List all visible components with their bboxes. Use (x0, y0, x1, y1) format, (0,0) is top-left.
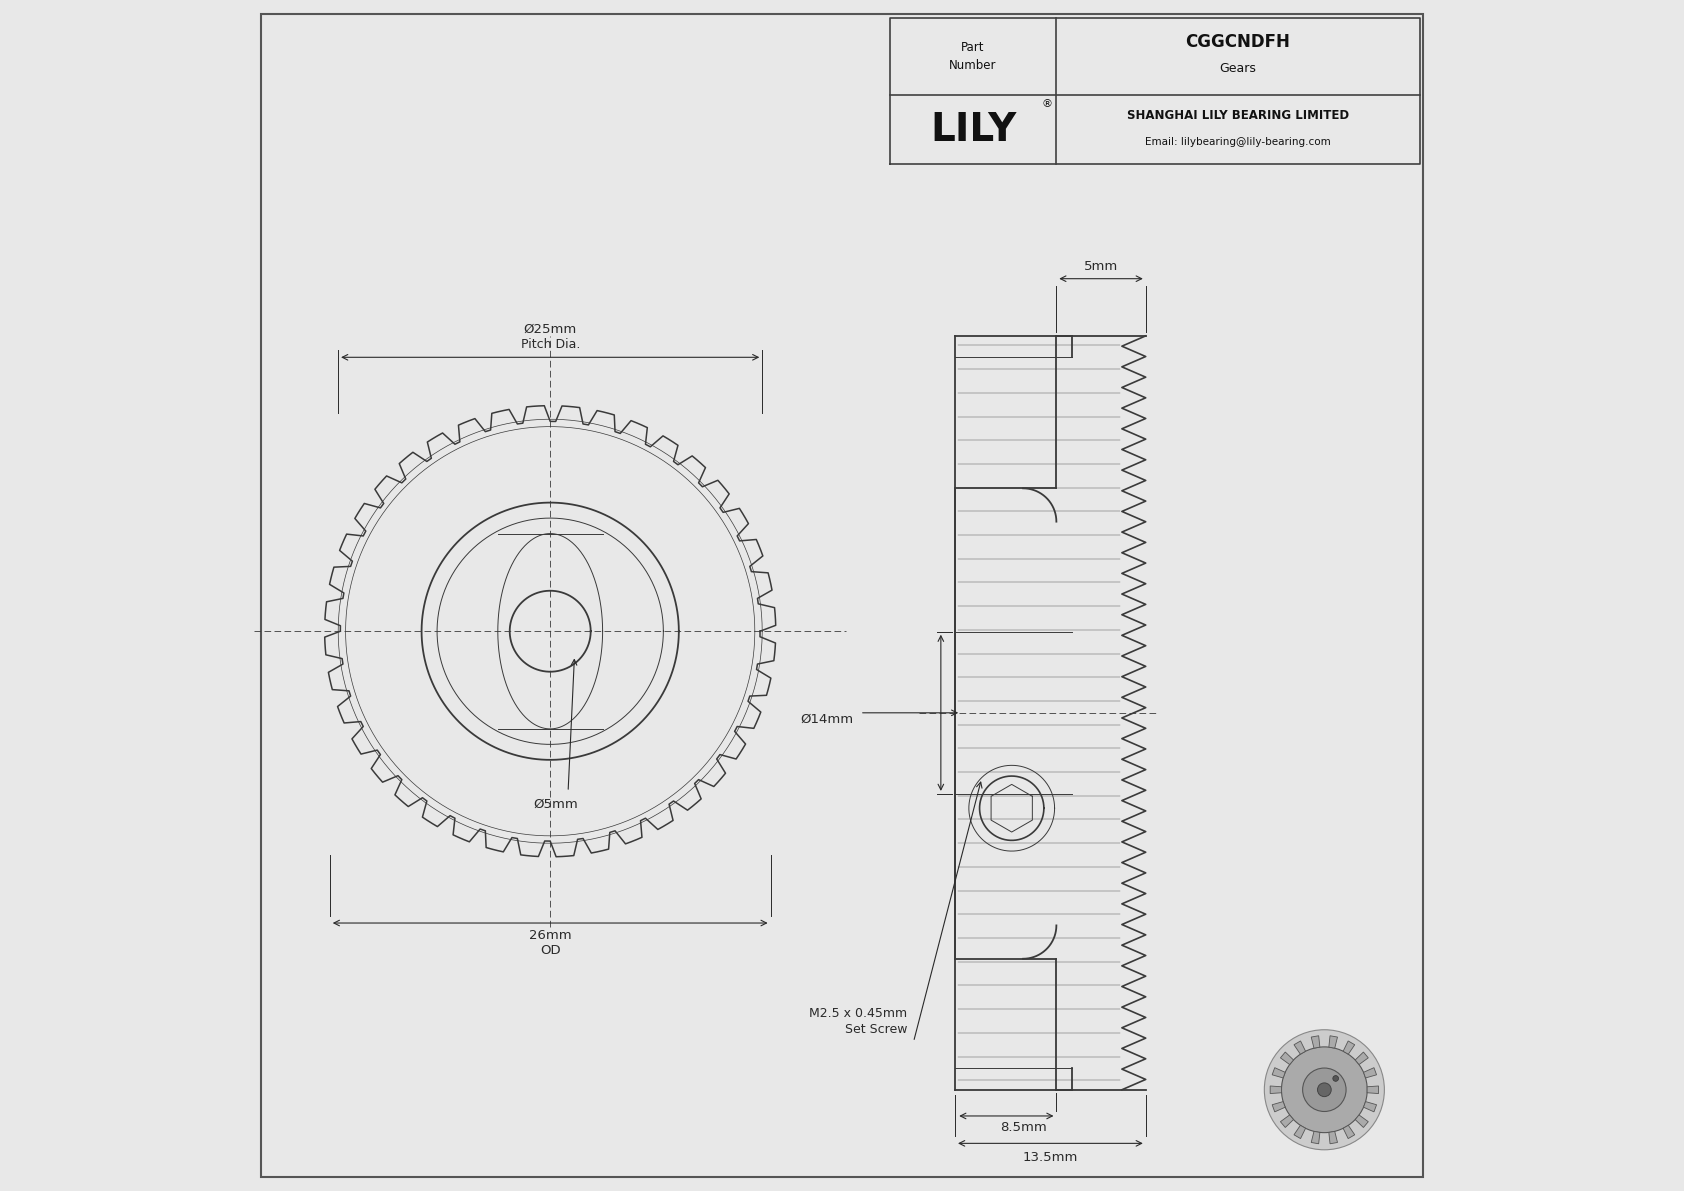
Polygon shape (1293, 1125, 1305, 1139)
Text: 13.5mm: 13.5mm (1022, 1151, 1078, 1164)
Circle shape (1332, 1075, 1339, 1081)
Text: ®: ® (1041, 99, 1052, 108)
Polygon shape (1312, 1131, 1320, 1143)
Polygon shape (1280, 1052, 1293, 1065)
Text: CGGCNDFH: CGGCNDFH (1186, 33, 1290, 51)
Circle shape (1317, 1083, 1332, 1097)
Text: Gears: Gears (1219, 62, 1256, 75)
Polygon shape (1344, 1125, 1354, 1139)
Text: SHANGHAI LILY BEARING LIMITED: SHANGHAI LILY BEARING LIMITED (1127, 110, 1349, 121)
Text: Ø5mm: Ø5mm (534, 798, 579, 811)
Polygon shape (1271, 1067, 1285, 1078)
Text: LILY: LILY (930, 111, 1015, 149)
Text: 5mm: 5mm (1084, 260, 1118, 273)
Polygon shape (1356, 1115, 1369, 1128)
Circle shape (1265, 1030, 1384, 1149)
Polygon shape (1270, 1086, 1282, 1093)
Text: OD: OD (541, 944, 561, 958)
Polygon shape (1280, 1115, 1293, 1128)
Text: Ø14mm: Ø14mm (802, 712, 854, 725)
Polygon shape (1329, 1036, 1337, 1048)
Polygon shape (1312, 1036, 1320, 1048)
Polygon shape (1367, 1086, 1379, 1093)
Text: Part
Number: Part Number (950, 40, 997, 73)
Text: M2.5 x 0.45mm
Set Screw: M2.5 x 0.45mm Set Screw (810, 1008, 908, 1036)
Text: 26mm: 26mm (529, 929, 571, 942)
Polygon shape (1356, 1052, 1369, 1065)
Circle shape (1282, 1047, 1367, 1133)
Polygon shape (1364, 1067, 1376, 1078)
Polygon shape (1329, 1131, 1337, 1143)
Polygon shape (1271, 1102, 1285, 1112)
Circle shape (1303, 1068, 1346, 1111)
Text: Pitch Dia.: Pitch Dia. (520, 338, 579, 351)
Text: Ø25mm: Ø25mm (524, 323, 578, 336)
Text: Email: lilybearing@lily-bearing.com: Email: lilybearing@lily-bearing.com (1145, 137, 1330, 146)
Text: 8.5mm: 8.5mm (1000, 1121, 1047, 1134)
Polygon shape (1293, 1041, 1305, 1054)
Polygon shape (1344, 1041, 1354, 1054)
Polygon shape (1364, 1102, 1376, 1112)
